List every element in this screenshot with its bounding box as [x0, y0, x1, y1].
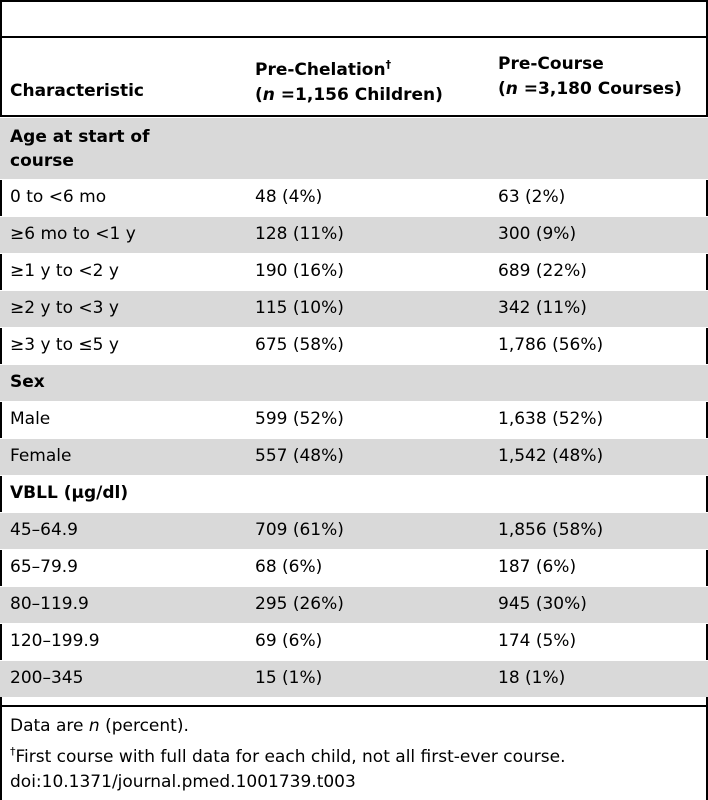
row-label: 65–79.9 — [10, 557, 78, 577]
header-top-rule — [0, 36, 708, 38]
pre-chelation-value: 48 (4%) — [255, 187, 323, 207]
table-header: Characteristic Pre-Chelation† (n =1,156 … — [0, 38, 708, 115]
row-label: Female — [10, 446, 72, 466]
pre-course-value: 300 (9%) — [498, 224, 577, 244]
pre-chelation-title: Pre-Chelation — [255, 60, 386, 80]
footnote-suffix: (percent). — [99, 716, 189, 736]
section-row-vbll: VBLL (μg/dl) — [0, 475, 708, 512]
pre-course-value: 1,542 (48%) — [498, 446, 604, 466]
pre-chelation-value: 68 (6%) — [255, 557, 323, 577]
dagger-mark: † — [10, 745, 16, 758]
row-label: ≥1 y to <2 y — [10, 261, 119, 281]
table-row: ≥1 y to <2 y 190 (16%) 689 (22%) — [0, 253, 708, 290]
table-row: 65–79.9 68 (6%) 187 (6%) — [0, 549, 708, 586]
table-row: 45–64.9 709 (61%) 1,856 (58%) — [0, 512, 708, 549]
row-label: Sex — [10, 372, 45, 392]
top-rule — [0, 0, 708, 2]
pre-chelation-value: 709 (61%) — [255, 520, 344, 540]
pre-chelation-value: 295 (26%) — [255, 594, 344, 614]
row-label: 0 to <6 mo — [10, 187, 107, 207]
pre-chelation-value: 675 (58%) — [255, 335, 344, 355]
column-header-characteristic: Characteristic — [10, 81, 144, 101]
pre-chelation-value: 115 (10%) — [255, 298, 344, 318]
row-label: ≥3 y to ≤5 y — [10, 335, 119, 355]
pre-course-value: 174 (5%) — [498, 631, 577, 651]
row-label: Age at start of course — [10, 127, 150, 171]
pre-course-value: 63 (2%) — [498, 187, 566, 207]
pre-course-value: 18 (1%) — [498, 668, 566, 688]
pre-course-value: 945 (30%) — [498, 594, 587, 614]
pre-course-title: Pre-Course — [498, 54, 604, 74]
table-row: 200–345 15 (1%) 18 (1%) — [0, 660, 708, 697]
footnote-dagger-text: First course with full data for each chi… — [15, 747, 566, 767]
pre-chelation-value: 69 (6%) — [255, 631, 323, 651]
row-label: ≥2 y to <3 y — [10, 298, 119, 318]
pre-chelation-n-symbol: n — [262, 85, 275, 105]
table-body: Age at start of course 0 to <6 mo 48 (4%… — [0, 117, 708, 697]
pre-course-n-symbol: n — [505, 79, 518, 99]
pre-course-value: 187 (6%) — [498, 557, 577, 577]
dagger-mark: † — [385, 58, 392, 71]
pre-course-value: 342 (11%) — [498, 298, 587, 318]
table-row: ≥2 y to <3 y 115 (10%) 342 (11%) — [0, 290, 708, 327]
pre-course-value: 1,856 (58%) — [498, 520, 604, 540]
row-label: 80–119.9 — [10, 594, 89, 614]
row-label: 120–199.9 — [10, 631, 100, 651]
column-header-pre-chelation: Pre-Chelation† (n =1,156 Children) — [255, 52, 443, 108]
pre-course-value: 1,786 (56%) — [498, 335, 604, 355]
table-row: ≥6 mo to <1 y 128 (11%) 300 (9%) — [0, 216, 708, 253]
footnote-dagger: †First course with full data for each ch… — [10, 739, 700, 770]
pre-course-value: 689 (22%) — [498, 261, 587, 281]
row-label: Male — [10, 409, 51, 429]
header-bottom-rule — [0, 115, 708, 117]
pre-chelation-value: 190 (16%) — [255, 261, 344, 281]
column-header-pre-course: Pre-Course (n =3,180 Courses) — [498, 52, 682, 102]
pre-course-n-count: =3,180 Courses) — [517, 79, 682, 99]
table-row: 80–119.9 295 (26%) 945 (30%) — [0, 586, 708, 623]
table-footnotes: Data are n (percent). †First course with… — [10, 714, 700, 795]
footnote-data-note: Data are n (percent). — [10, 714, 700, 739]
row-label: 45–64.9 — [10, 520, 78, 540]
pre-chelation-value: 15 (1%) — [255, 668, 323, 688]
section-row-sex: Sex — [0, 364, 708, 401]
pre-chelation-n-count: =1,156 Children) — [274, 85, 443, 105]
footnote-n-symbol: n — [88, 716, 100, 736]
pre-chelation-value: 128 (11%) — [255, 224, 344, 244]
doi-reference[interactable]: doi:10.1371/journal.pmed.1001739.t003 — [10, 772, 356, 792]
section-row-age: Age at start of course — [0, 117, 708, 179]
table-row: Female 557 (48%) 1,542 (48%) — [0, 438, 708, 475]
table-row: 120–199.9 69 (6%) 174 (5%) — [0, 623, 708, 660]
table-row: Male 599 (52%) 1,638 (52%) — [0, 401, 708, 438]
row-label: VBLL (μg/dl) — [10, 483, 129, 503]
table-bottom-rule — [0, 705, 708, 707]
row-label: ≥6 mo to <1 y — [10, 224, 136, 244]
table-row: ≥3 y to ≤5 y 675 (58%) 1,786 (56%) — [0, 327, 708, 364]
pre-chelation-n-open: ( — [255, 85, 263, 105]
row-label: 200–345 — [10, 668, 84, 688]
table-row: 0 to <6 mo 48 (4%) 63 (2%) — [0, 179, 708, 216]
pre-chelation-value: 599 (52%) — [255, 409, 344, 429]
pre-course-value: 1,638 (52%) — [498, 409, 604, 429]
pre-course-n-open: ( — [498, 79, 506, 99]
footnote-prefix: Data are — [10, 716, 89, 736]
pre-chelation-value: 557 (48%) — [255, 446, 344, 466]
